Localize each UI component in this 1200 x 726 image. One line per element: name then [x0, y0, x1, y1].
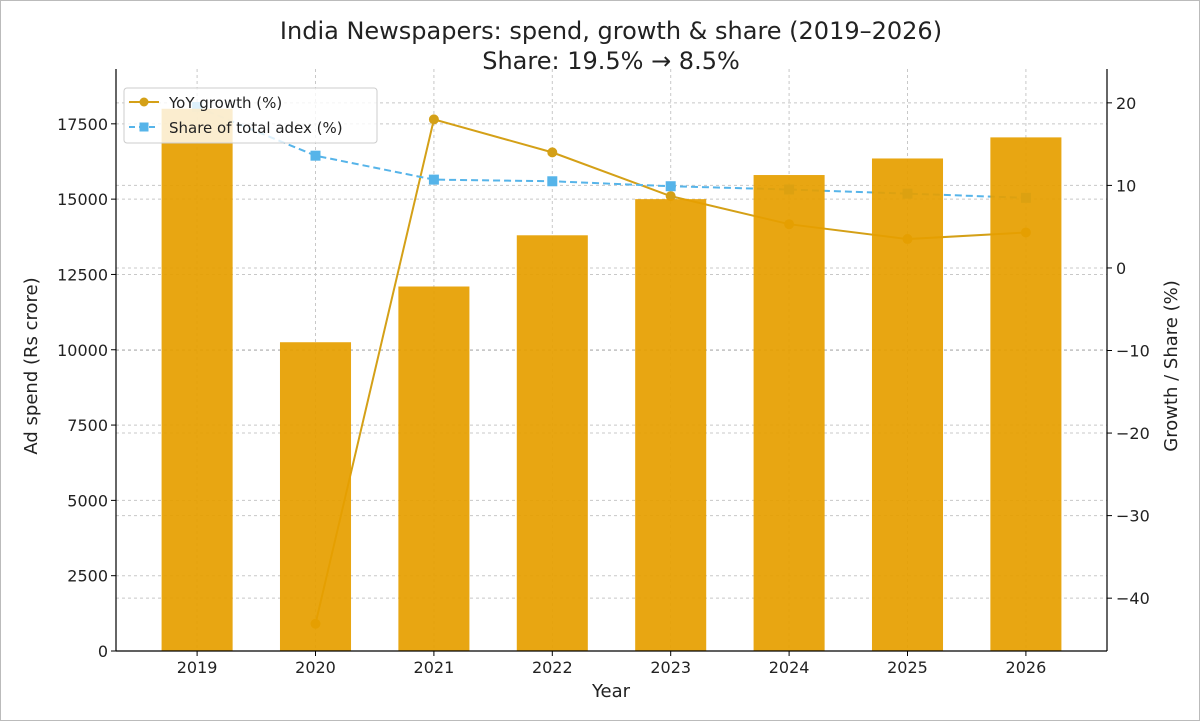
y-right-tick-label: 20 — [1116, 94, 1136, 113]
y-right-tick-label: −20 — [1116, 424, 1150, 443]
legend: YoY growth (%) Share of total adex (%) — [123, 87, 378, 144]
y-right-tick-label: 10 — [1116, 176, 1136, 195]
x-tick-label: 2025 — [887, 658, 928, 677]
share-line — [196, 106, 1026, 199]
y-tick-label: 10000 — [57, 341, 108, 360]
y-tick-label: 0 — [98, 642, 108, 661]
y-right-tick-label: 0 — [1116, 259, 1126, 278]
y-tick-label: 2500 — [67, 567, 108, 586]
x-tick-label: 2019 — [177, 658, 218, 677]
y-tick-label: 7500 — [67, 416, 108, 435]
bar-2020 — [279, 342, 352, 651]
legend-growth-label: YoY growth (%) — [168, 94, 282, 112]
legend-growth-marker — [139, 97, 149, 107]
bar-2022 — [516, 235, 588, 652]
y-right-tick-label: −40 — [1116, 589, 1150, 608]
bar-2021 — [398, 286, 470, 651]
growth-point — [547, 147, 558, 158]
y-axis-label: Ad spend (Rs crore) — [21, 277, 42, 454]
share-point — [428, 174, 439, 185]
y-tick-label: 15000 — [57, 190, 108, 209]
legend-share-label: Share of total adex (%) — [169, 119, 343, 137]
y-tick-label: 12500 — [57, 265, 108, 284]
bar-2024 — [753, 175, 825, 651]
bar-2019 — [161, 108, 233, 651]
y-axis-right-label: Growth / Share (%) — [1161, 280, 1182, 451]
bar-2023 — [635, 199, 707, 651]
legend-share-marker — [139, 122, 149, 132]
share-point — [547, 176, 558, 187]
share-point — [665, 181, 676, 192]
x-tick-label: 2024 — [769, 658, 810, 677]
y-right-tick-label: −10 — [1116, 342, 1150, 361]
x-tick-label: 2020 — [295, 658, 336, 677]
chart-subtitle: Share: 19.5% → 8.5% — [482, 47, 740, 75]
x-tick-label: 2021 — [414, 658, 455, 677]
share-point — [310, 150, 321, 161]
bar-2025 — [871, 158, 944, 652]
x-tick-label: 2022 — [532, 658, 573, 677]
growth-point — [665, 191, 676, 202]
x-tick-label: 2026 — [1006, 658, 1047, 677]
x-axis-label: Year — [591, 681, 631, 702]
bar-2026 — [990, 137, 1062, 652]
y-right-tick-label: −30 — [1116, 507, 1150, 526]
y-tick-label: 5000 — [67, 491, 108, 510]
y-tick-label: 17500 — [57, 115, 108, 134]
chart-title: India Newspapers: spend, growth & share … — [280, 17, 942, 45]
x-tick-label: 2023 — [650, 658, 691, 677]
growth-point — [428, 114, 439, 125]
